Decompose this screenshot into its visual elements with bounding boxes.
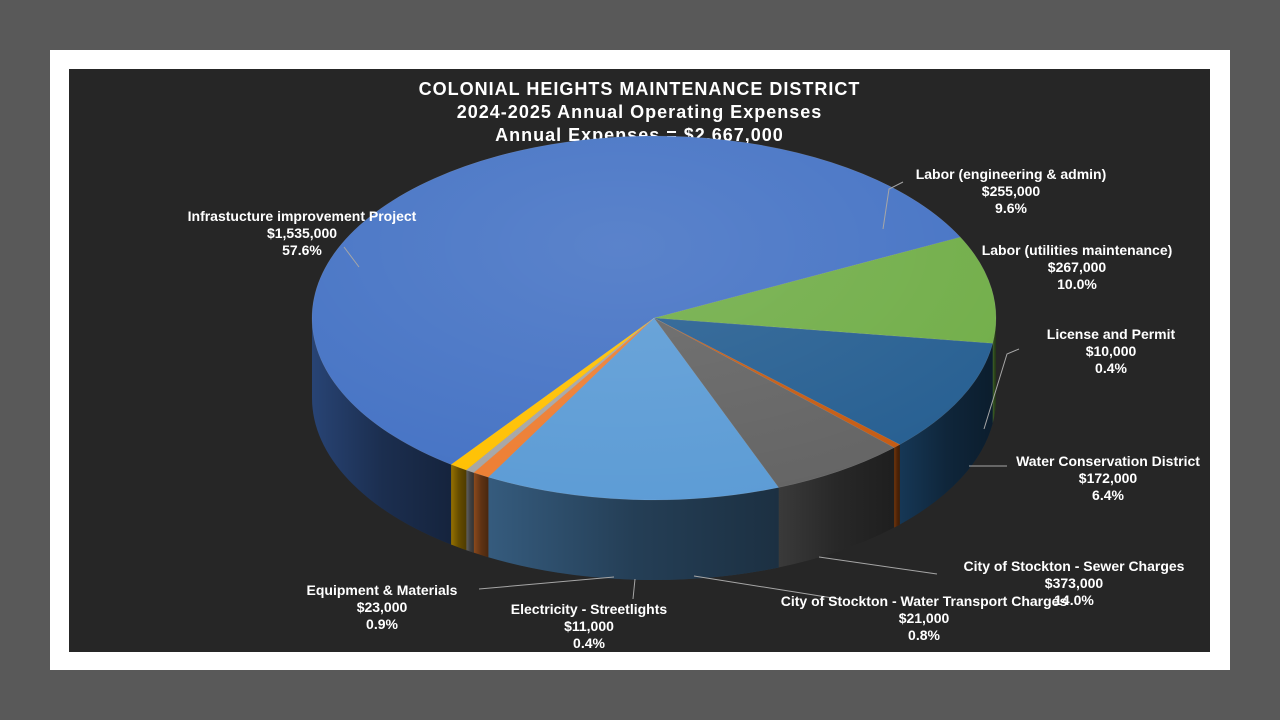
pie-sides (312, 318, 996, 580)
slice-value-city-of-stockton-water-transport-charges: $21,000 (899, 610, 950, 626)
leader-line-electricity-streetlights (632, 578, 636, 600)
slice-value-equipment-materials: $23,000 (357, 599, 408, 615)
pie-side-shade (894, 444, 900, 528)
slice-value-labor-engineering-admin: $255,000 (982, 183, 1041, 199)
pie-side-shade (451, 464, 467, 551)
slice-label-equipment-materials: Equipment & Materials (307, 582, 458, 598)
slice-label-city-of-stockton-water-transport-charges: City of Stockton - Water Transport Charg… (781, 593, 1068, 609)
pie-tops (311, 135, 997, 501)
slice-percent-electricity-streetlights: 0.4% (573, 635, 605, 651)
slice-label-license-and-permit: License and Permit (1047, 326, 1176, 342)
slice-percent-water-conservation-district: 6.4% (1092, 487, 1124, 503)
slice-label-city-of-stockton-sewer-charges: City of Stockton - Sewer Charges (964, 558, 1185, 574)
slice-label-labor-engineering-admin: Labor (engineering & admin) (916, 166, 1107, 182)
slice-percent-license-and-permit: 0.4% (1095, 360, 1127, 376)
slice-value-electricity-streetlights: $11,000 (564, 618, 614, 634)
pie-top-gloss (312, 136, 996, 500)
slice-label-labor-utilities-maintenance: Labor (utilities maintenance) (982, 242, 1173, 258)
pie-side-shade (466, 470, 474, 553)
leader-line-city-of-stockton-sewer-charges (818, 556, 938, 575)
slice-value-labor-utilities-maintenance: $267,000 (1048, 259, 1107, 275)
slice-percent-labor-utilities-maintenance: 10.0% (1057, 276, 1097, 292)
leader-line-labor-engineering-admin (882, 181, 904, 230)
slice-percent-city-of-stockton-sewer-charges: 14.0% (1054, 592, 1094, 608)
slice-value-license-and-permit: $10,000 (1086, 343, 1137, 359)
pie-side-shade (899, 343, 993, 525)
pie-side-shade (488, 477, 779, 580)
pie-side-shade (778, 447, 895, 568)
slice-value-infrastucture-improvement-project: $1,535,000 (267, 225, 337, 241)
slice-value-city-of-stockton-sewer-charges: $373,000 (1045, 575, 1104, 591)
slice-label-water-conservation-district: Water Conservation District (1016, 453, 1200, 469)
leader-lines (343, 181, 1020, 600)
slice-percent-city-of-stockton-water-transport-charges: 0.8% (908, 627, 940, 643)
leader-line-equipment-materials (478, 576, 615, 590)
leader-line-city-of-stockton-water-transport-charges (693, 575, 840, 600)
chart-title-line-1: COLONIAL HEIGHTS MAINTENANCE DISTRICT (418, 79, 861, 99)
slice-percent-labor-engineering-admin: 9.6% (995, 200, 1027, 216)
pie-side-shade (473, 472, 489, 558)
slice-label-electricity-streetlights: Electricity - Streetlights (511, 601, 668, 617)
slice-percent-equipment-materials: 0.9% (366, 616, 398, 632)
leader-line-license-and-permit (983, 348, 1020, 430)
pie-side-shade (312, 318, 452, 545)
chart-title-line-2: 2024-2025 Annual Operating Expenses (456, 102, 823, 122)
slice-percent-infrastucture-improvement-project: 57.6% (282, 242, 322, 258)
leader-line-infrastucture-improvement-project (343, 246, 360, 268)
chart-panel: COLONIAL HEIGHTS MAINTENANCE DISTRICT 20… (69, 69, 1210, 652)
slice-label-infrastucture-improvement-project: Infrastucture improvement Project (188, 208, 417, 224)
slice-value-water-conservation-district: $172,000 (1079, 470, 1138, 486)
